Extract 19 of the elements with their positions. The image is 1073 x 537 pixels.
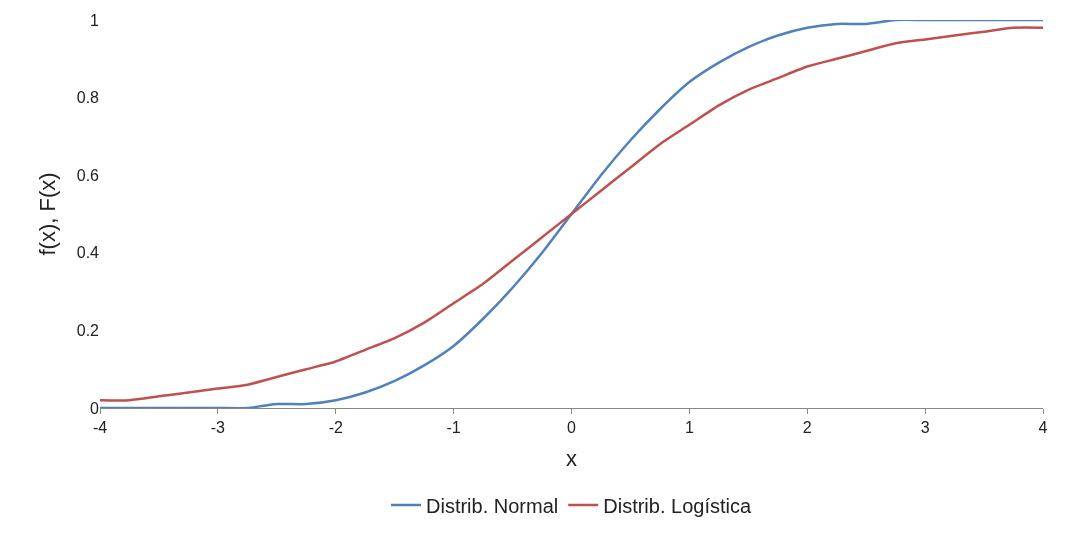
y-tick-label: 1 (90, 11, 100, 29)
x-tick-label: -1 (446, 419, 461, 437)
x-axis-title: x (566, 446, 577, 472)
x-tick-label: 2 (802, 419, 812, 437)
y-tick-label: 0.6 (76, 166, 100, 184)
legend-label: Distrib. Normal (426, 494, 559, 517)
y-tick-label: 0 (90, 399, 100, 417)
x-tick-label: 4 (1038, 419, 1048, 437)
x-tick-label: -4 (92, 419, 108, 437)
x-tick-label: -2 (328, 419, 343, 437)
y-tick-label: 0.8 (76, 89, 100, 107)
y-axis-title: f(x), F(x) (34, 172, 60, 256)
x-tick-label: 3 (920, 419, 930, 437)
y-tick-label: 0.4 (76, 244, 100, 262)
x-tick-label: 0 (567, 419, 577, 437)
x-tick-label: -3 (210, 419, 226, 437)
y-tick-label: 0.2 (76, 322, 100, 339)
x-tick-label: 1 (684, 419, 694, 437)
legend-label: Distrib. Logística (603, 494, 752, 517)
